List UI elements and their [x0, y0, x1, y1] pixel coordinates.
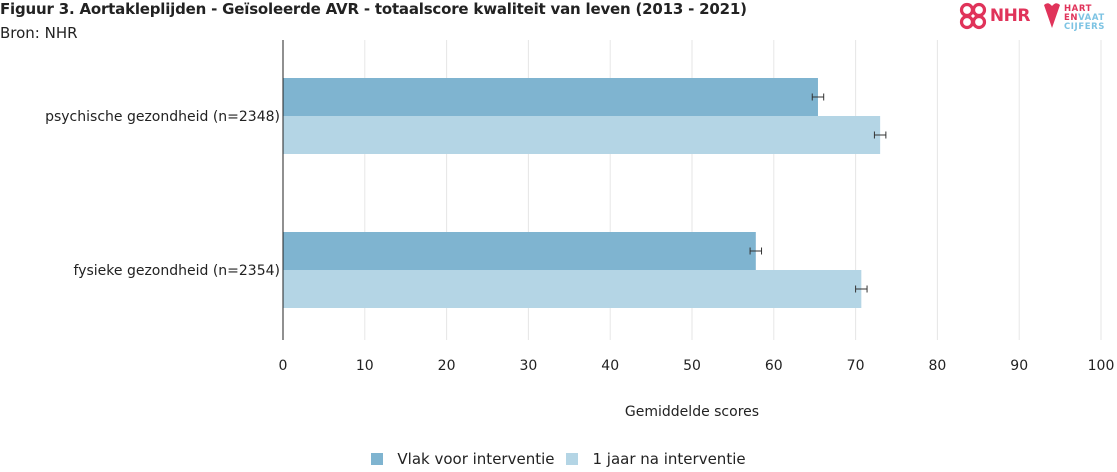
legend-label-before: Vlak voor interventie [397, 450, 555, 468]
x-tick-label: 50 [683, 358, 701, 374]
hv-line1: HART [1063, 4, 1093, 14]
x-axis-title: Gemiddelde scores [625, 404, 759, 420]
hv-line2-rest: VAAT [1078, 13, 1105, 23]
x-tick-label: 0 [279, 358, 288, 374]
legend-label-after: 1 jaar na interventie [592, 450, 746, 468]
x-tick-label: 70 [847, 358, 865, 374]
nhr-logo-text: NHR [989, 6, 1031, 26]
logos: NHR HART ENVAAT CIJFERS [958, 2, 1105, 32]
source-note: Bron: NHR [0, 24, 78, 42]
legend: Vlak voor interventie 1 jaar na interven… [0, 450, 1117, 468]
legend-item-before: Vlak voor interventie [371, 450, 554, 468]
legend-item-after: 1 jaar na interventie [566, 450, 746, 468]
y-category-label: psychische gezondheid (n=2348) [45, 109, 280, 125]
bar [283, 116, 881, 154]
x-tick-label: 30 [519, 358, 537, 374]
bar-chart: 0 10 20 30 40 50 60 70 80 90 100 psychische gezondh… [45, 40, 1115, 420]
hv-line2-en: EN [1063, 13, 1079, 23]
y-category-label: fysieke gezondheid (n=2354) [74, 263, 280, 279]
legend-swatch-after [566, 453, 579, 465]
x-tick-label: 100 [1088, 358, 1115, 374]
x-tick-label: 20 [438, 358, 456, 374]
x-tick-label: 60 [765, 358, 783, 374]
bar [283, 270, 862, 308]
hartenvaatcijfers-logo: HART ENVAAT CIJFERS [1042, 2, 1105, 32]
x-tick-label: 80 [928, 358, 946, 374]
legend-swatch-before [371, 453, 384, 465]
bar [283, 78, 818, 116]
heart-v-icon [1043, 3, 1060, 29]
x-tick-label: 10 [356, 358, 374, 374]
chart-title: Figuur 3. Aortakleplijden - Geïsoleerde … [0, 0, 747, 18]
hv-line3: CIJFERS [1063, 22, 1105, 32]
bar [283, 232, 756, 270]
x-tick-label: 40 [601, 358, 619, 374]
x-tick-label: 90 [1010, 358, 1028, 374]
nhr-logo: NHR [958, 2, 1030, 30]
nhr-cross-icon [959, 2, 987, 30]
